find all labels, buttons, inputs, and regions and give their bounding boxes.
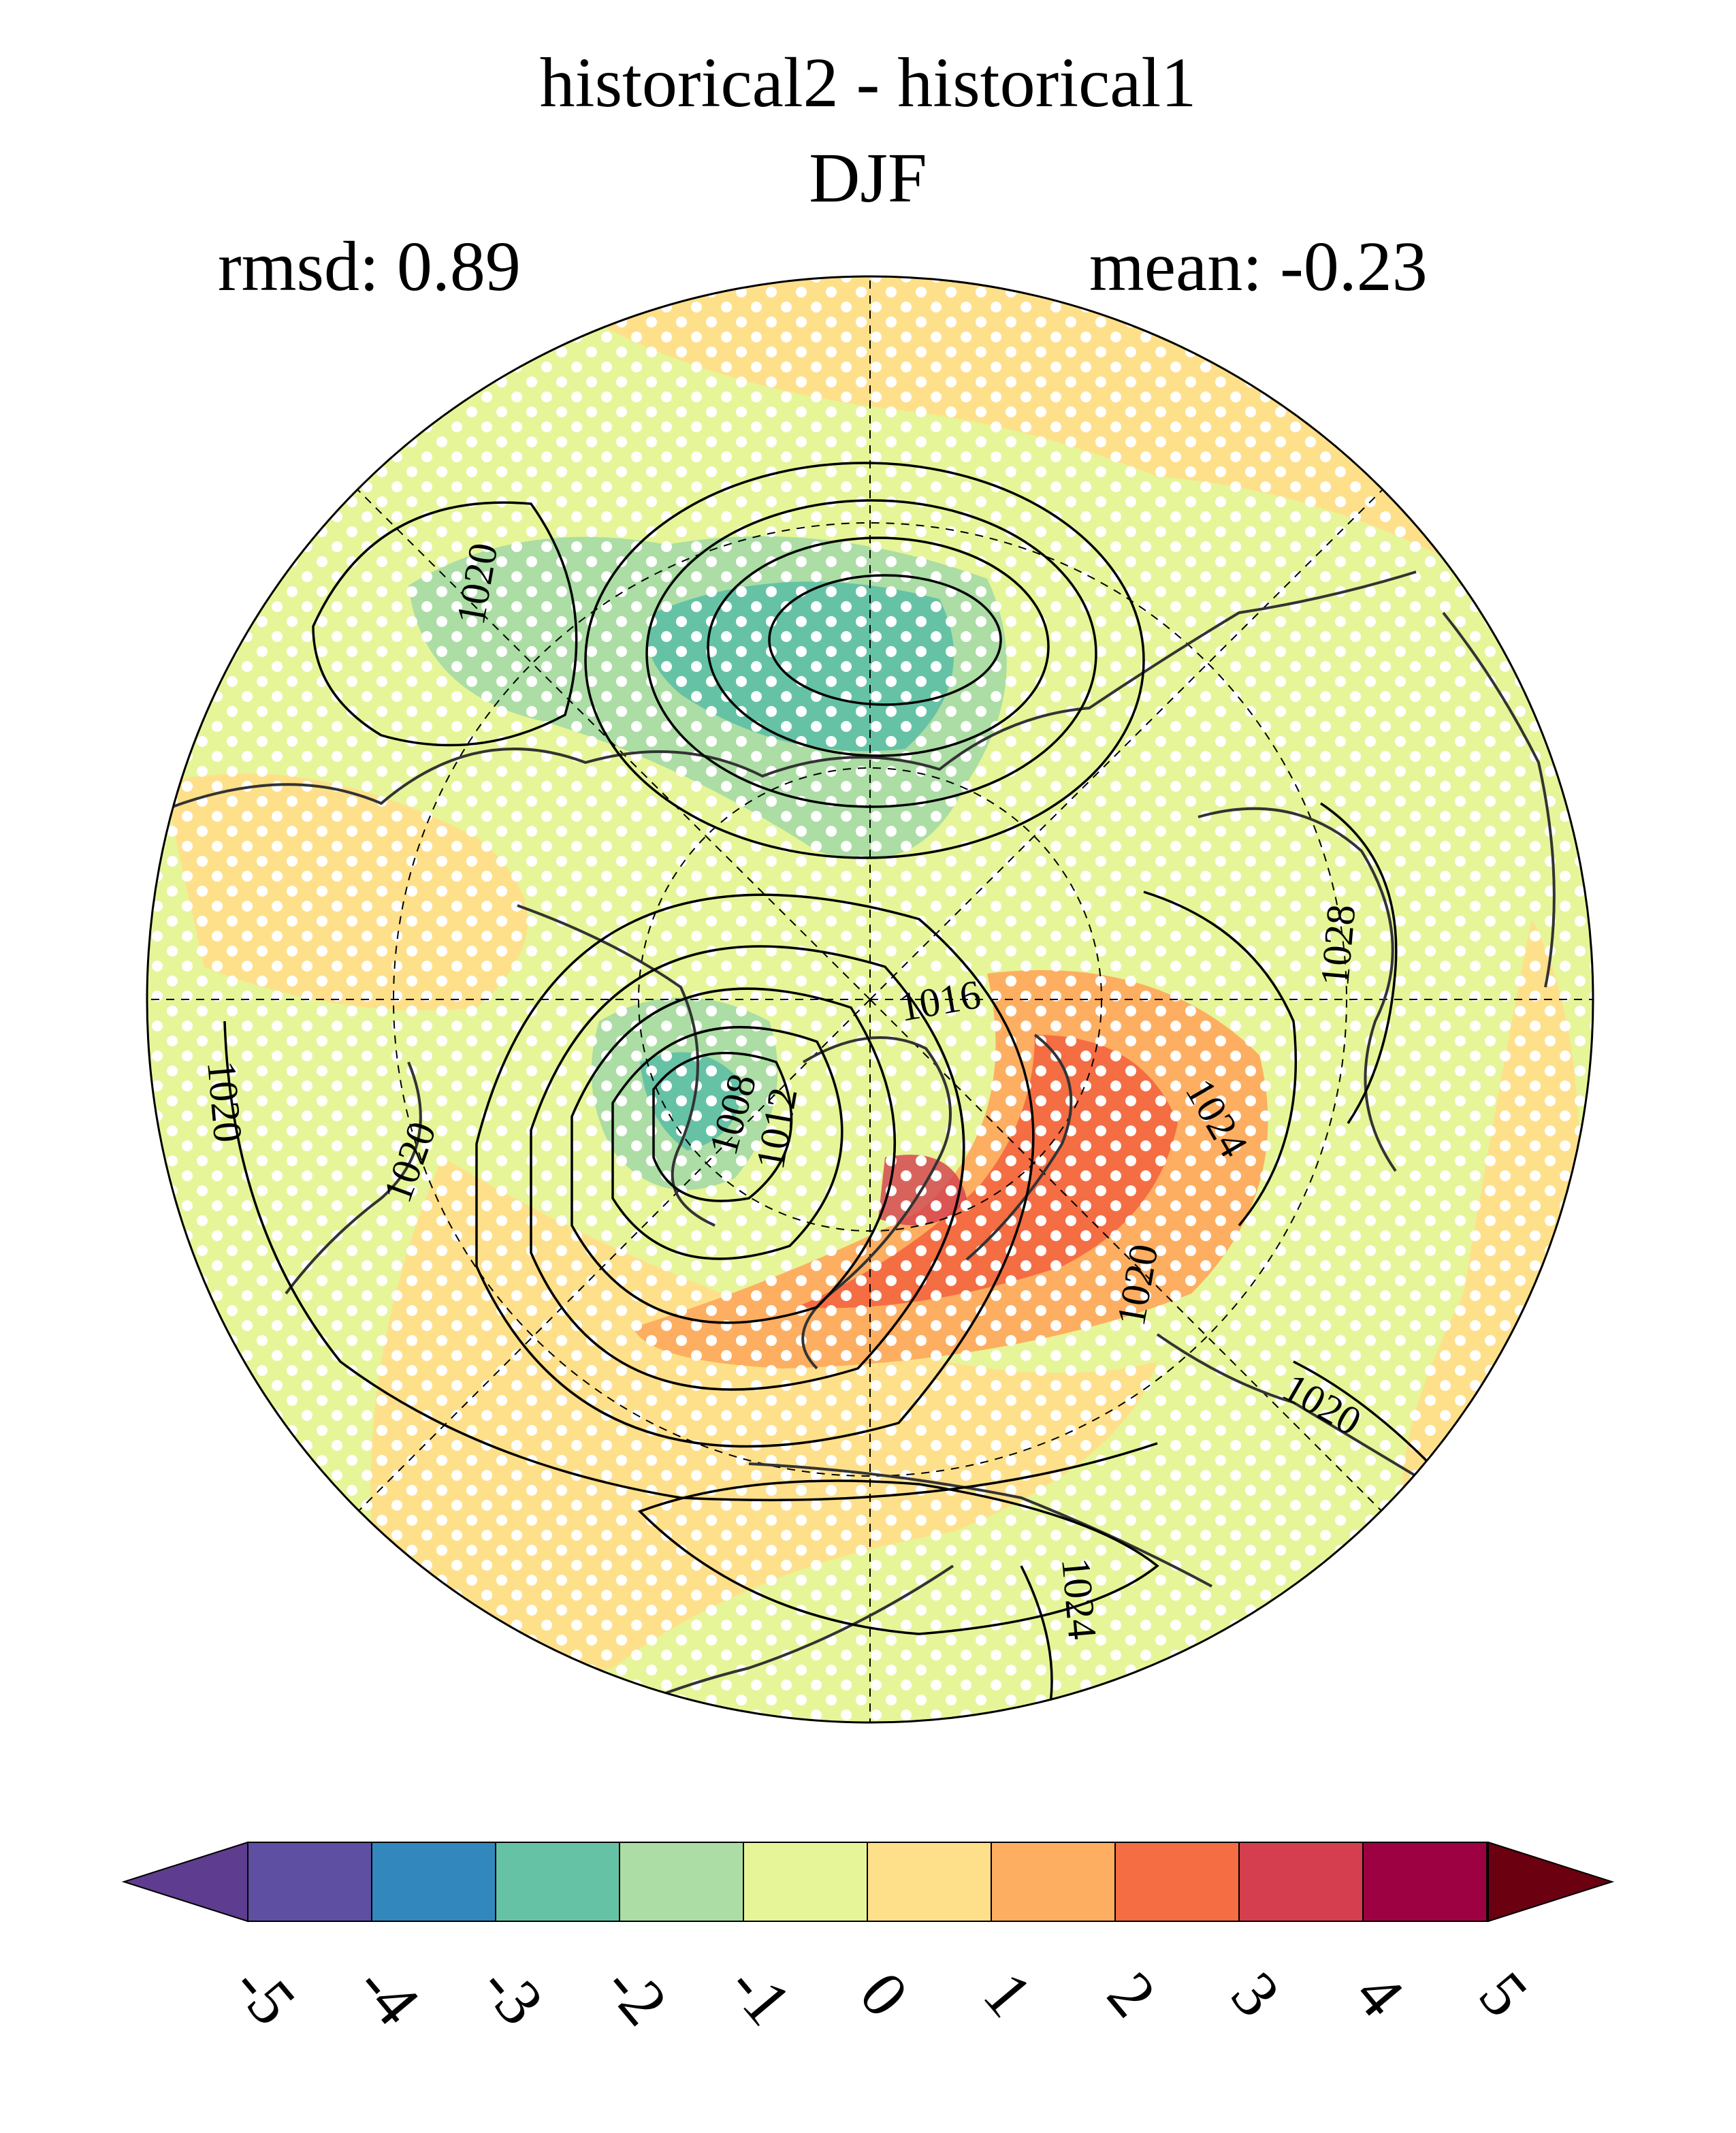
rmsd-label: rmsd: 0.89 <box>218 227 521 306</box>
colorbar-tick-label: 3 <box>1217 1958 1294 2030</box>
season-label: DJF <box>809 139 927 217</box>
colorbar-tick-label: -3 <box>467 1950 558 2038</box>
mean-label: mean: -0.23 <box>1089 227 1428 306</box>
colorbar-tick-label: -5 <box>219 1950 310 2038</box>
colorbar-tick-label: -2 <box>591 1950 681 2038</box>
colorbar-bin <box>371 1842 496 1922</box>
colorbar-tick-label: -4 <box>343 1950 434 2038</box>
colorbar-bin <box>1238 1842 1364 1922</box>
colorbar: -5 -4 -3 -2 -1 0 1 2 3 4 5 <box>121 1841 1615 2038</box>
colorbar-tick-label: 1 <box>969 1958 1046 2030</box>
isobar-label: 1020 <box>199 1059 251 1144</box>
colorbar-tick-label: 5 <box>1465 1958 1542 2030</box>
isobars <box>223 462 1431 1716</box>
colorbar-bin <box>1362 1842 1488 1922</box>
isobar-label: 1028 <box>1312 903 1364 988</box>
colorbar-under-arrow <box>121 1841 248 1923</box>
colorbar-bin <box>1114 1842 1240 1922</box>
colorbar-tick-label: 4 <box>1341 1958 1418 2030</box>
colorbar-tick-label: -1 <box>715 1950 805 2038</box>
colorbar-over-arrow <box>1488 1841 1615 1923</box>
map-border <box>146 275 1594 1724</box>
colorbar-bin <box>495 1842 620 1922</box>
colorbar-tick-label: 2 <box>1093 1958 1170 2030</box>
polar-map: 1020 1020 1008 1012 1016 1028 1024 1020 … <box>147 276 1593 1722</box>
colorbar-bin <box>619 1842 744 1922</box>
colorbar-bin <box>867 1842 992 1922</box>
colorbar-bin <box>247 1842 372 1922</box>
plot-title: historical2 - historical1 <box>539 44 1197 122</box>
colorbar-bin <box>743 1842 868 1922</box>
isobar-label: 1024 <box>1053 1556 1105 1641</box>
colorbar-tick-label: 0 <box>846 1958 922 2030</box>
colorbar-bin <box>991 1842 1116 1922</box>
